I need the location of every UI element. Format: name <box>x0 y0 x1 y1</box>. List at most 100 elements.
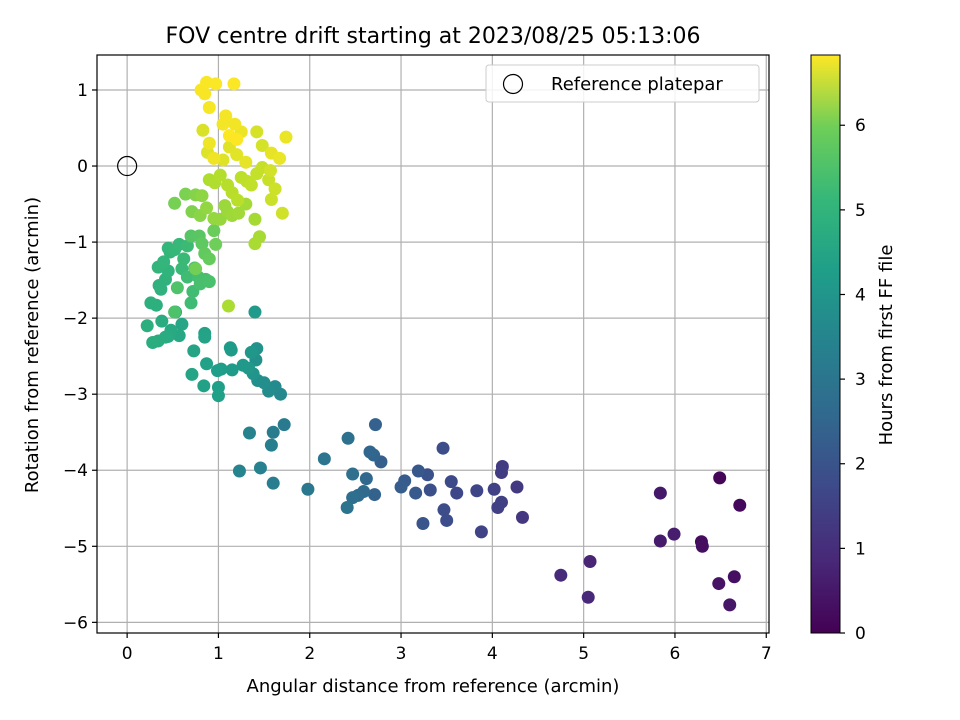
data-point <box>340 501 354 515</box>
data-point <box>200 201 214 215</box>
data-point <box>230 148 244 162</box>
x-tick-label: 4 <box>487 644 498 664</box>
data-point <box>275 206 289 220</box>
y-tick-label: −2 <box>63 309 88 329</box>
data-points <box>140 75 747 612</box>
data-point <box>713 471 727 485</box>
legend-label: Reference platepar <box>551 74 723 95</box>
data-point <box>140 319 154 333</box>
data-point <box>277 418 291 432</box>
y-tick-label: −3 <box>63 385 88 405</box>
data-point <box>409 486 423 500</box>
data-point <box>554 568 568 582</box>
data-point <box>154 282 168 296</box>
data-point <box>198 330 212 344</box>
data-point <box>170 281 184 295</box>
data-point <box>264 438 278 452</box>
data-point <box>248 212 262 226</box>
data-point <box>207 151 221 165</box>
data-point <box>510 480 524 494</box>
data-point <box>168 196 182 210</box>
data-point <box>487 482 501 496</box>
reference-marker <box>117 155 138 177</box>
data-point <box>248 305 262 319</box>
data-point <box>196 123 210 137</box>
data-point <box>723 598 737 612</box>
data-point <box>416 516 430 530</box>
x-tick-label: 3 <box>396 644 407 664</box>
data-point <box>202 275 216 289</box>
y-tick-label: −5 <box>63 537 88 557</box>
y-tick-label: −6 <box>63 613 88 633</box>
data-point <box>211 389 225 403</box>
data-point <box>423 483 437 497</box>
data-point <box>436 441 450 455</box>
data-point <box>232 464 246 478</box>
colorbar-gradient <box>810 54 841 634</box>
colorbar-tick-label: 3 <box>855 370 866 390</box>
data-point <box>223 341 237 355</box>
data-point <box>470 484 484 498</box>
data-point <box>146 335 160 349</box>
data-point <box>667 527 681 541</box>
colorbar: 0 1 2 3 4 5 6 Hours from first FF file <box>810 54 897 644</box>
reference-platepar-point <box>117 155 138 177</box>
data-point <box>168 305 182 319</box>
data-point <box>394 480 408 494</box>
data-point <box>450 486 464 500</box>
data-point <box>202 136 216 150</box>
data-point <box>177 252 191 266</box>
data-point <box>248 237 262 251</box>
data-point <box>255 139 269 153</box>
chart-title: FOV centre drift starting at 2023/08/25 … <box>166 24 701 49</box>
data-point <box>195 189 209 203</box>
x-tick-label: 2 <box>304 644 315 664</box>
data-point <box>653 486 667 500</box>
data-point <box>244 345 258 359</box>
colorbar-tick-label: 0 <box>855 624 866 644</box>
data-point <box>184 296 198 310</box>
data-point <box>244 178 258 192</box>
data-point <box>279 130 293 144</box>
data-point <box>301 482 315 496</box>
y-tick-label: −4 <box>63 461 88 481</box>
data-point <box>266 476 280 490</box>
data-point <box>227 77 241 91</box>
data-point <box>411 464 425 478</box>
data-point <box>359 472 373 486</box>
data-point <box>207 224 221 238</box>
data-point <box>266 425 280 439</box>
legend: Reference platepar <box>485 64 760 103</box>
data-point <box>368 418 382 432</box>
x-tick-label: 5 <box>578 644 589 664</box>
data-point <box>239 155 253 169</box>
data-point <box>202 252 216 266</box>
x-tick-label: 6 <box>670 644 681 664</box>
plot-frame <box>96 54 770 634</box>
legend-box <box>485 64 760 103</box>
y-tick-label: 0 <box>77 157 88 177</box>
data-point <box>440 513 454 527</box>
data-point <box>209 77 223 91</box>
data-point <box>213 168 227 182</box>
colorbar-label: Hours from first FF file <box>876 245 897 446</box>
data-point <box>253 461 267 475</box>
data-point <box>264 193 278 206</box>
data-point <box>363 445 377 459</box>
data-point <box>695 539 709 553</box>
colorbar-tick-label: 4 <box>855 285 866 305</box>
x-tick-label: 0 <box>122 644 133 664</box>
y-axis-label: Rotation from reference (arcmin) <box>22 197 43 493</box>
data-point <box>221 299 235 313</box>
data-point <box>263 164 277 178</box>
data-point <box>202 100 216 114</box>
data-point <box>231 193 245 207</box>
x-axis-label: Angular distance from reference (arcmin) <box>247 676 620 697</box>
data-point <box>180 239 194 253</box>
grid-lines <box>97 55 769 633</box>
data-point <box>273 151 287 165</box>
y-tick-label: 1 <box>77 81 88 101</box>
x-tick-label: 7 <box>761 644 772 664</box>
data-point <box>268 182 282 196</box>
